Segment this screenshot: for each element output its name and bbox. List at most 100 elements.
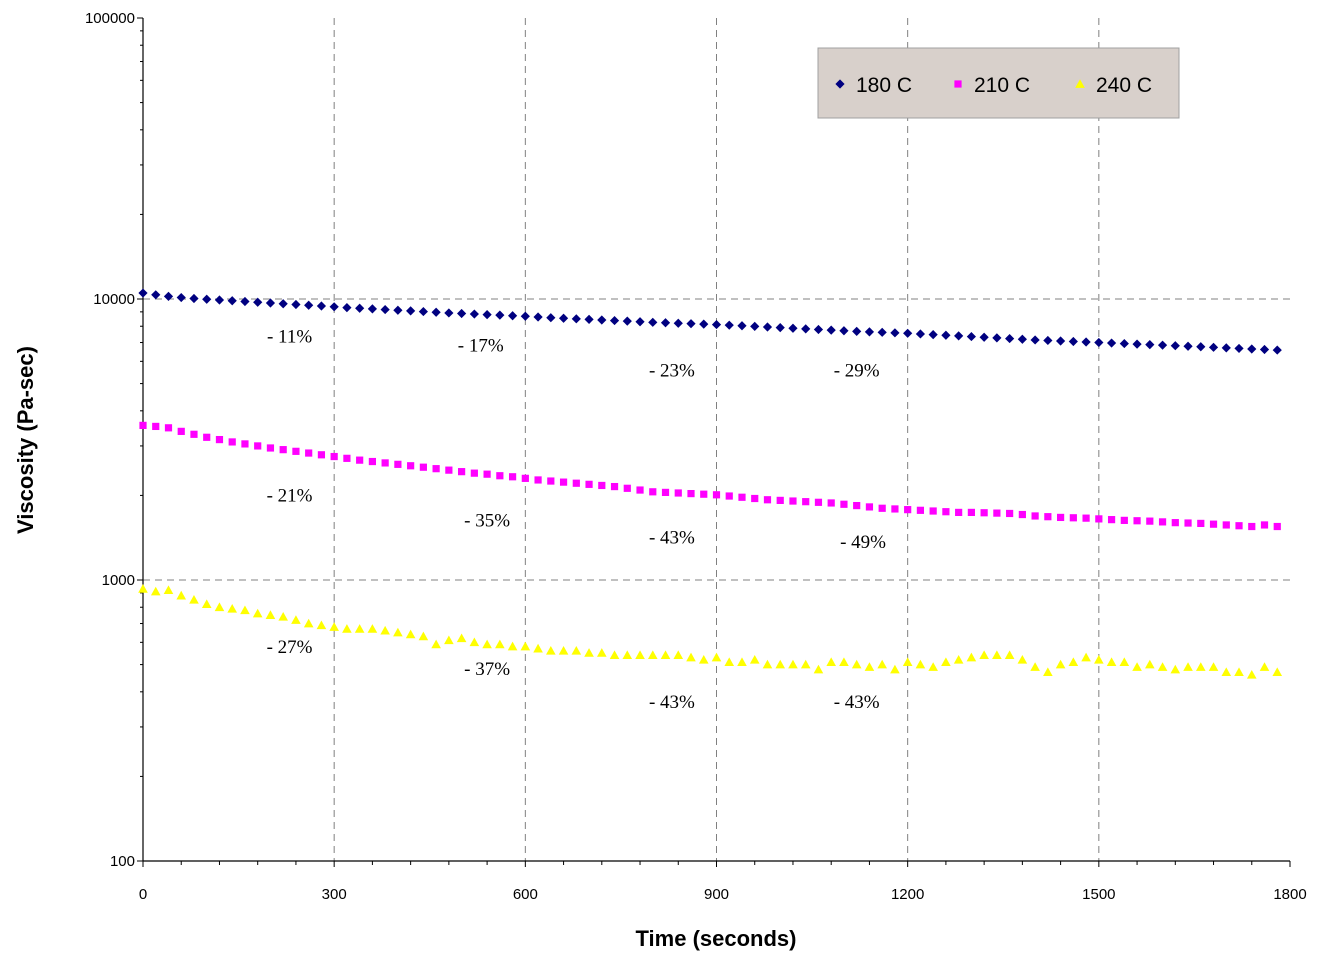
data-point bbox=[1157, 662, 1168, 671]
data-point bbox=[649, 488, 657, 496]
data-point bbox=[750, 321, 760, 331]
data-point bbox=[380, 625, 390, 635]
series-2 bbox=[138, 584, 1283, 679]
data-point bbox=[916, 506, 925, 514]
data-point bbox=[240, 605, 250, 615]
data-point bbox=[1260, 521, 1269, 529]
data-point bbox=[176, 292, 186, 303]
data-point bbox=[547, 477, 555, 485]
data-point bbox=[775, 323, 785, 333]
data-point bbox=[546, 645, 556, 655]
data-point bbox=[405, 629, 416, 639]
data-point bbox=[330, 452, 338, 461]
data-point bbox=[457, 308, 467, 319]
legend-label: 180 C bbox=[856, 74, 912, 97]
data-point bbox=[342, 624, 352, 633]
data-point bbox=[418, 306, 428, 317]
x-tick-label: 900 bbox=[704, 886, 729, 903]
data-point bbox=[788, 659, 798, 669]
data-point bbox=[1195, 662, 1206, 671]
data-point bbox=[507, 311, 518, 321]
data-point bbox=[762, 322, 773, 332]
annotation-label: - 37% bbox=[464, 659, 510, 680]
data-point bbox=[394, 460, 402, 468]
data-point bbox=[469, 309, 479, 319]
data-point bbox=[699, 319, 709, 329]
data-point bbox=[495, 310, 505, 320]
data-point bbox=[749, 655, 760, 664]
data-point bbox=[636, 486, 644, 494]
annotation-label: - 49% bbox=[840, 532, 886, 553]
data-point bbox=[1133, 517, 1141, 525]
data-point bbox=[253, 297, 263, 307]
data-point bbox=[635, 650, 645, 660]
annotation-label: - 29% bbox=[834, 360, 880, 381]
data-point bbox=[1055, 659, 1066, 669]
x-tick-label: 1200 bbox=[891, 886, 924, 903]
data-point bbox=[1106, 657, 1117, 667]
data-point bbox=[559, 478, 568, 486]
data-point bbox=[163, 291, 174, 301]
data-point bbox=[609, 650, 620, 660]
data-point bbox=[980, 509, 988, 517]
data-point bbox=[648, 317, 658, 327]
data-point bbox=[419, 463, 427, 471]
data-point bbox=[1170, 341, 1180, 351]
data-point bbox=[1273, 522, 1281, 531]
data-point bbox=[891, 505, 899, 513]
legend-marker bbox=[1075, 79, 1085, 88]
data-point bbox=[979, 332, 989, 342]
data-point bbox=[955, 508, 963, 517]
data-point bbox=[355, 303, 365, 313]
data-point bbox=[597, 315, 607, 325]
data-point bbox=[737, 321, 747, 331]
data-point bbox=[1030, 662, 1040, 671]
data-point bbox=[1017, 334, 1027, 344]
data-point bbox=[1082, 514, 1090, 522]
data-point bbox=[367, 304, 377, 314]
data-point bbox=[495, 639, 505, 649]
data-point bbox=[647, 650, 658, 660]
data-point bbox=[483, 470, 491, 478]
data-point bbox=[368, 457, 376, 466]
data-point bbox=[623, 484, 631, 492]
data-point bbox=[598, 481, 606, 490]
data-point bbox=[776, 496, 784, 504]
data-point bbox=[202, 294, 212, 304]
grid-lines bbox=[143, 18, 1290, 861]
data-point bbox=[507, 641, 518, 651]
data-point bbox=[674, 489, 682, 497]
data-point bbox=[635, 317, 645, 327]
data-point bbox=[265, 610, 276, 619]
data-point bbox=[966, 652, 977, 662]
data-point bbox=[342, 302, 352, 313]
data-point bbox=[482, 310, 492, 320]
data-point bbox=[445, 466, 453, 474]
data-point bbox=[1081, 337, 1091, 347]
annotation-label: - 43% bbox=[649, 527, 695, 548]
data-point bbox=[928, 662, 938, 671]
annotation-label: - 17% bbox=[458, 336, 504, 357]
y-tick-label: 10000 bbox=[93, 291, 135, 308]
data-point bbox=[252, 608, 263, 618]
data-point bbox=[788, 323, 798, 333]
data-point bbox=[444, 635, 454, 645]
data-point bbox=[737, 657, 747, 667]
data-point bbox=[482, 639, 492, 649]
data-point bbox=[189, 293, 199, 304]
data-point bbox=[393, 305, 403, 315]
data-point bbox=[1259, 662, 1270, 671]
data-point bbox=[673, 650, 684, 660]
data-point bbox=[227, 603, 238, 613]
data-point bbox=[864, 662, 875, 671]
data-point bbox=[278, 299, 288, 309]
data-point bbox=[381, 459, 389, 467]
data-point bbox=[1095, 515, 1103, 523]
data-point bbox=[354, 624, 365, 633]
data-point bbox=[291, 299, 301, 310]
data-point bbox=[954, 331, 964, 341]
data-point bbox=[1272, 667, 1283, 676]
data-point bbox=[775, 659, 786, 669]
data-point bbox=[291, 615, 301, 624]
